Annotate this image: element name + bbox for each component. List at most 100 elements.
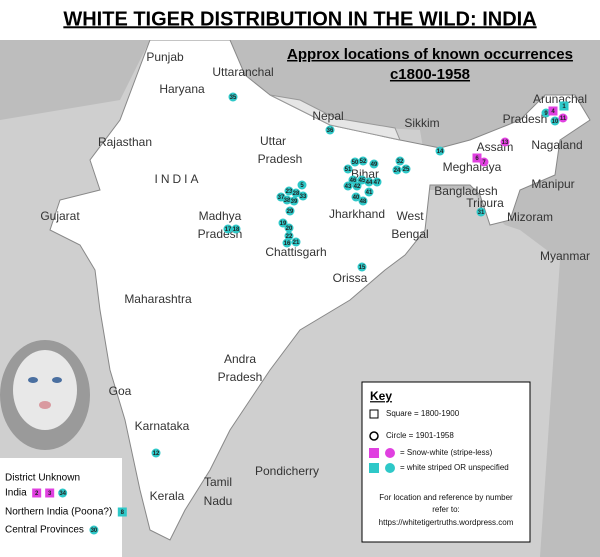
marker-shape bbox=[358, 156, 368, 166]
marker-label: 46 bbox=[350, 178, 357, 184]
region-label: Gujarat bbox=[40, 209, 80, 223]
district-box bbox=[0, 458, 122, 557]
marker-shape bbox=[369, 159, 379, 169]
marker-label: 39 bbox=[291, 199, 298, 205]
region-label: Pradesh bbox=[218, 370, 263, 384]
region-label: Pradesh bbox=[503, 112, 548, 126]
marker-shape bbox=[89, 525, 99, 535]
marker-label: 44 bbox=[366, 180, 373, 186]
district-title: District Unknown bbox=[5, 473, 80, 484]
region-label: Meghalaya bbox=[443, 160, 502, 174]
marker-shape bbox=[401, 164, 411, 174]
marker-label: 37 bbox=[278, 195, 285, 201]
region-label: Andra bbox=[224, 352, 256, 366]
region-label: INDIA bbox=[154, 172, 201, 186]
marker-label: 51 bbox=[345, 167, 352, 173]
marker-shape bbox=[372, 177, 382, 187]
marker-label: 1 bbox=[562, 104, 566, 110]
marker-label: 9 bbox=[544, 111, 548, 117]
marker-shape bbox=[479, 157, 489, 167]
marker-shape bbox=[282, 238, 292, 248]
marker-shape bbox=[228, 92, 238, 102]
marker-shape bbox=[364, 187, 374, 197]
key-swatch bbox=[385, 448, 395, 458]
region-label: Tamil bbox=[204, 475, 232, 489]
key-swatch bbox=[369, 463, 379, 473]
marker-label: 12 bbox=[153, 451, 160, 457]
marker-label: 13 bbox=[502, 140, 509, 146]
marker-label: 21 bbox=[293, 240, 300, 246]
key-square bbox=[369, 409, 379, 419]
region-label: Kerala bbox=[150, 489, 185, 503]
marker-shape bbox=[350, 157, 360, 167]
marker-label: 3 bbox=[48, 491, 52, 497]
marker-label: 23 bbox=[286, 189, 293, 195]
marker-label: 5 bbox=[300, 183, 304, 189]
region-label: Madhya bbox=[199, 209, 242, 223]
marker-shape bbox=[358, 196, 368, 206]
key-reference: For location and reference by number bbox=[379, 493, 513, 502]
marker-shape bbox=[284, 223, 294, 233]
marker-label: 16 bbox=[284, 241, 291, 247]
region-label: Sikkim bbox=[404, 116, 439, 130]
marker-label: 4 bbox=[551, 109, 555, 115]
marker-shape bbox=[435, 146, 445, 156]
marker-shape bbox=[343, 164, 353, 174]
region-label: Nadu bbox=[204, 494, 233, 508]
marker-shape bbox=[392, 165, 402, 175]
marker-label: 50 bbox=[352, 160, 359, 166]
key-box bbox=[361, 381, 531, 543]
key-item: Circle = 1901-1958 bbox=[386, 431, 454, 440]
marker-label: 6 bbox=[475, 156, 479, 162]
marker-shape bbox=[32, 488, 42, 498]
india-land bbox=[49, 39, 591, 541]
marker-shape bbox=[284, 186, 294, 196]
marker-label: 47 bbox=[374, 180, 381, 186]
region-label: Orissa bbox=[333, 271, 368, 285]
subtitle: Approx locations of known occurrences bbox=[287, 46, 573, 63]
marker-label: 36 bbox=[327, 128, 334, 134]
region-label: West bbox=[396, 209, 424, 223]
marker-label: 43 bbox=[345, 184, 352, 190]
marker-shape bbox=[364, 177, 374, 187]
marker-shape bbox=[223, 224, 233, 234]
region-label: Arunachal bbox=[533, 92, 587, 106]
marker-label: 31 bbox=[478, 210, 485, 216]
region-label: Chattisgarh bbox=[265, 245, 326, 259]
marker-label: 45 bbox=[359, 178, 366, 184]
marker-label: 34 bbox=[59, 491, 66, 497]
marker-shape bbox=[559, 101, 569, 111]
marker-shape bbox=[298, 191, 308, 201]
marker-shape bbox=[289, 196, 299, 206]
key-item: = white striped OR unspecified bbox=[400, 463, 509, 472]
marker-label: 7 bbox=[482, 160, 486, 166]
district-label: Northern India (Poona?) bbox=[5, 507, 112, 518]
subtitle: c1800-1958 bbox=[390, 66, 470, 83]
marker-shape bbox=[45, 488, 55, 498]
region-label: Rajasthan bbox=[98, 135, 152, 149]
marker-shape bbox=[231, 224, 241, 234]
marker-label: 20 bbox=[286, 226, 293, 232]
region-label: Maharashtra bbox=[124, 292, 192, 306]
marker-label: 8 bbox=[121, 510, 125, 516]
region-label: Goa bbox=[109, 384, 132, 398]
region-label: Manipur bbox=[531, 177, 574, 191]
region-label: Haryana bbox=[159, 82, 205, 96]
tiger-photo bbox=[0, 340, 90, 450]
key-item: Square = 1800-1900 bbox=[386, 409, 460, 418]
marker-shape bbox=[297, 180, 307, 190]
district-label: Central Provinces bbox=[5, 525, 84, 536]
marker-label: 28 bbox=[293, 191, 300, 197]
marker-shape bbox=[343, 181, 353, 191]
marker-shape bbox=[325, 125, 335, 135]
marker-label: 42 bbox=[354, 184, 361, 190]
marker-label: 49 bbox=[371, 162, 378, 168]
marker-label: 24 bbox=[394, 168, 401, 174]
marker-label: 25 bbox=[403, 167, 410, 173]
marker-shape bbox=[500, 137, 510, 147]
marker-shape bbox=[476, 207, 486, 217]
district-label: India bbox=[5, 488, 27, 499]
marker-shape bbox=[282, 195, 292, 205]
marker-shape bbox=[541, 108, 551, 118]
marker-label: 11 bbox=[560, 116, 567, 122]
